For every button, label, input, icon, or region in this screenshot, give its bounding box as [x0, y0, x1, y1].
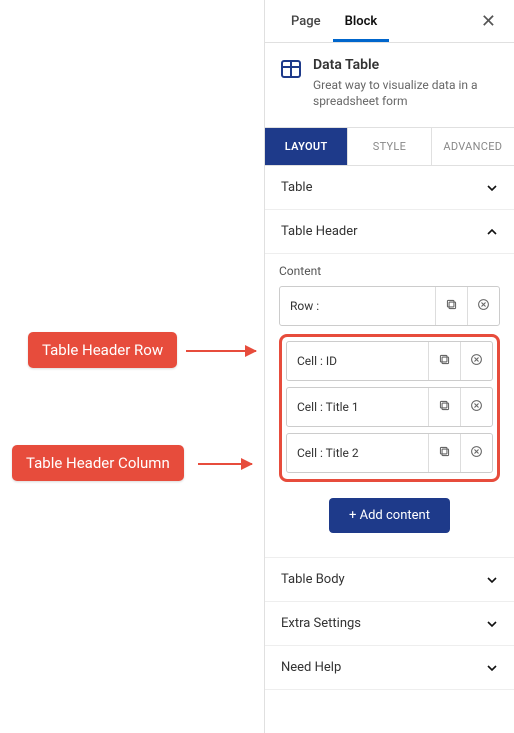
subtab-advanced[interactable]: ADVANCED	[432, 128, 514, 165]
delete-cell-button[interactable]	[460, 342, 492, 380]
header-cell-label: Cell : Title 2	[287, 436, 428, 470]
section-table-body-title: Table Body	[281, 572, 345, 587]
header-cells-group: Cell : ID Cell : Title 1 Cell : Title 2	[279, 334, 500, 482]
header-row-item[interactable]: Row :	[279, 286, 500, 326]
section-help-title: Need Help	[281, 660, 341, 675]
copy-icon	[438, 445, 451, 462]
add-content-button[interactable]: + Add content	[329, 498, 450, 533]
copy-icon	[438, 399, 451, 416]
chevron-down-icon	[486, 574, 498, 586]
section-extra-settings[interactable]: Extra Settings	[265, 602, 514, 646]
duplicate-cell-button[interactable]	[428, 342, 460, 380]
duplicate-cell-button[interactable]	[428, 388, 460, 426]
sections-container: Table Table Header Content Row :	[265, 166, 514, 733]
block-settings-panel: Page Block ✕ Data Table Great way to vis…	[264, 0, 514, 733]
close-panel-button[interactable]: ✕	[477, 7, 500, 42]
chevron-down-icon	[486, 182, 498, 194]
subtab-style[interactable]: STYLE	[348, 128, 431, 165]
panel-tabs: Page Block ✕	[265, 0, 514, 43]
delete-icon	[470, 353, 483, 370]
content-label: Content	[279, 264, 500, 278]
header-cell-item[interactable]: Cell : ID	[286, 341, 493, 381]
copy-icon	[438, 353, 451, 370]
callout-header-column: Table Header Column	[12, 445, 184, 481]
data-table-icon	[279, 57, 303, 81]
delete-cell-button[interactable]	[460, 388, 492, 426]
section-table-header-title: Table Header	[281, 224, 358, 239]
tab-block[interactable]: Block	[333, 6, 390, 42]
duplicate-row-button[interactable]	[435, 287, 467, 325]
chevron-down-icon	[486, 618, 498, 630]
chevron-up-icon	[486, 226, 498, 238]
copy-icon	[445, 298, 458, 315]
delete-icon	[470, 445, 483, 462]
settings-subtabs: LAYOUT STYLE ADVANCED	[265, 127, 514, 166]
header-cell-label: Cell : ID	[287, 344, 428, 378]
callout-arrow-row	[186, 350, 256, 352]
section-table-header[interactable]: Table Header	[265, 210, 514, 254]
delete-icon	[470, 399, 483, 416]
delete-row-button[interactable]	[467, 287, 499, 325]
subtab-layout[interactable]: LAYOUT	[265, 128, 348, 165]
delete-cell-button[interactable]	[460, 434, 492, 472]
section-table-body[interactable]: Table Body	[265, 557, 514, 602]
block-title: Data Table	[313, 57, 500, 73]
duplicate-cell-button[interactable]	[428, 434, 460, 472]
header-cell-label: Cell : Title 1	[287, 390, 428, 424]
block-description: Great way to visualize data in a spreads…	[313, 77, 500, 109]
header-cell-item[interactable]: Cell : Title 1	[286, 387, 493, 427]
section-table[interactable]: Table	[265, 166, 514, 210]
header-cell-item[interactable]: Cell : Title 2	[286, 433, 493, 473]
tab-page[interactable]: Page	[279, 6, 333, 42]
callout-arrow-column	[198, 463, 252, 465]
block-header: Data Table Great way to visualize data i…	[265, 43, 514, 127]
header-row-label: Row :	[280, 289, 435, 323]
callout-header-row: Table Header Row	[28, 332, 177, 368]
chevron-down-icon	[486, 662, 498, 674]
section-need-help[interactable]: Need Help	[265, 646, 514, 690]
section-extra-title: Extra Settings	[281, 616, 361, 631]
section-table-title: Table	[281, 180, 312, 195]
delete-icon	[477, 298, 490, 315]
section-table-header-body: Content Row : Cell : ID	[265, 254, 514, 557]
